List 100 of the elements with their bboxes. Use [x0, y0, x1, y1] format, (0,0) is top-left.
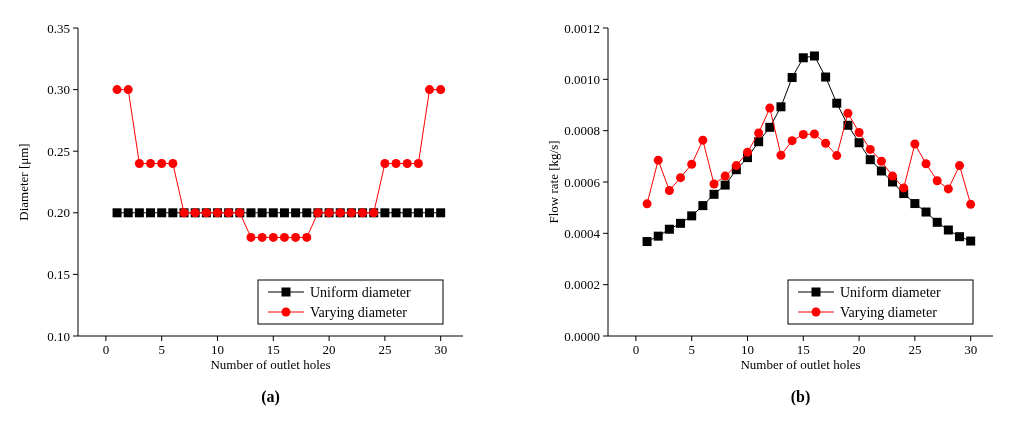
point	[134, 208, 144, 218]
point	[642, 237, 652, 247]
point	[698, 135, 708, 145]
point	[854, 127, 864, 137]
point	[765, 122, 775, 132]
point	[754, 128, 764, 138]
y-axis-title: Flow rate [kg/s]	[546, 140, 561, 224]
point	[720, 171, 730, 181]
point	[765, 103, 775, 113]
point	[664, 224, 674, 234]
point	[943, 225, 953, 235]
x-tick-label: 20	[852, 342, 866, 357]
x-tick-label: 15	[266, 342, 280, 357]
point	[798, 130, 808, 140]
x-tick-label: 5	[688, 342, 695, 357]
point	[653, 155, 663, 165]
y-tick-label: 0.0006	[564, 174, 601, 190]
y-tick-label: 0.0002	[564, 277, 600, 293]
point	[157, 208, 167, 218]
point	[676, 173, 686, 183]
point	[921, 207, 931, 217]
x-tick-label: 25	[908, 342, 922, 357]
point	[832, 98, 842, 108]
x-tick-label: 20	[322, 342, 336, 357]
y-tick-label: 0.0010	[564, 71, 600, 87]
point	[888, 171, 898, 181]
x-tick-label: 30	[964, 342, 978, 357]
point	[157, 159, 167, 169]
x-tick-label: 30	[434, 342, 448, 357]
y-tick-label: 0.15	[47, 266, 70, 282]
point	[436, 208, 446, 218]
point	[146, 208, 156, 218]
point	[168, 208, 178, 218]
point	[302, 208, 312, 218]
point	[123, 208, 133, 218]
point	[380, 159, 390, 169]
point	[932, 217, 942, 227]
y-tick-label: 0.35	[47, 20, 70, 36]
point	[391, 208, 401, 218]
point	[291, 232, 301, 242]
point	[257, 232, 267, 242]
point	[910, 199, 920, 209]
point	[720, 180, 730, 190]
point	[146, 159, 156, 169]
point	[698, 201, 708, 211]
x-tick-label: 0	[632, 342, 640, 357]
x-tick-label: 0	[102, 342, 110, 357]
point	[787, 73, 797, 83]
point	[955, 232, 965, 242]
y-tick-label: 0.10	[47, 328, 70, 344]
point	[787, 136, 797, 146]
point	[257, 208, 267, 218]
point	[932, 176, 942, 186]
point	[921, 159, 931, 169]
point	[268, 208, 278, 218]
x-tick-label: 10	[210, 342, 224, 357]
point	[899, 183, 909, 193]
point	[279, 232, 289, 242]
point	[134, 159, 144, 169]
x-tick-label: 10	[740, 342, 754, 357]
point	[413, 208, 423, 218]
point	[955, 161, 965, 171]
point	[112, 208, 122, 218]
point	[425, 85, 435, 95]
point	[821, 138, 831, 148]
text: (b)	[790, 388, 811, 406]
point	[843, 108, 853, 118]
point	[709, 189, 719, 199]
y-tick-label: 0.0008	[564, 123, 600, 139]
point	[966, 199, 976, 209]
point	[653, 231, 663, 241]
y-tick-label: 0.25	[47, 143, 70, 159]
point	[268, 232, 278, 242]
point	[402, 159, 412, 169]
point	[910, 139, 920, 149]
point	[123, 85, 133, 95]
point	[413, 159, 423, 169]
y-axis-title: Diameter [μm]	[16, 143, 31, 221]
y-tick-label: 0.0012	[564, 20, 600, 36]
point	[279, 208, 289, 218]
point	[436, 85, 446, 95]
point	[246, 208, 256, 218]
point	[687, 211, 697, 221]
legend-label: Varying diameter	[310, 305, 408, 320]
point	[809, 129, 819, 139]
y-tick-label: 0.20	[47, 205, 70, 221]
point	[876, 166, 886, 176]
point	[380, 208, 390, 218]
point	[687, 159, 697, 169]
point	[742, 147, 752, 157]
point	[854, 138, 864, 148]
point	[798, 53, 808, 63]
point	[776, 102, 786, 112]
x-tick-label: 25	[378, 342, 392, 357]
point	[642, 199, 652, 209]
point	[731, 161, 741, 171]
point	[876, 156, 886, 166]
point	[425, 208, 435, 218]
point	[676, 218, 686, 228]
point	[168, 159, 178, 169]
